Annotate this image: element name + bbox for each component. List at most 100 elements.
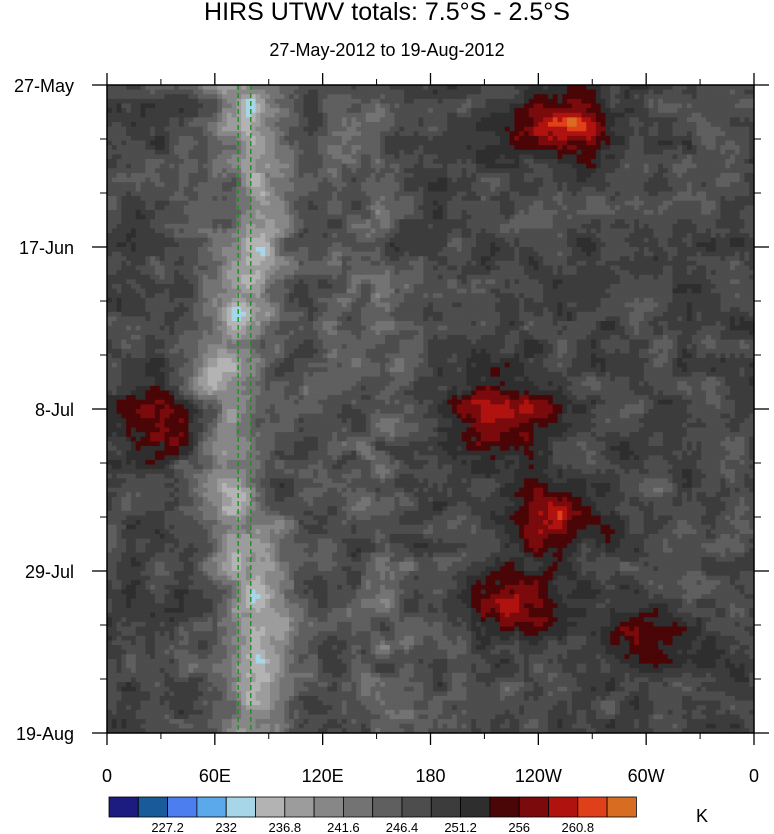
contour-cell <box>571 186 578 193</box>
contour-cell <box>600 200 607 206</box>
contour-cell <box>145 168 151 174</box>
contour-cell <box>686 117 693 123</box>
contour-cell <box>739 154 746 160</box>
contour-cell <box>715 237 722 243</box>
contour-cell <box>188 209 194 216</box>
contour-cell <box>255 247 261 253</box>
contour-cell <box>365 172 372 179</box>
contour-cell <box>150 145 156 151</box>
contour-cell <box>634 154 640 160</box>
contour-cell <box>130 196 137 202</box>
contour-cell <box>682 186 688 193</box>
contour-cell <box>476 251 482 257</box>
contour-cell <box>658 242 664 248</box>
contour-cell <box>418 126 424 132</box>
contour-cell <box>720 145 726 151</box>
contour-cell <box>619 205 626 211</box>
contour-cell <box>677 219 683 225</box>
contour-cell <box>452 196 458 202</box>
contour-cell <box>428 186 434 193</box>
contour-cell <box>217 172 223 179</box>
contour-cell <box>222 228 228 234</box>
contour-cell <box>293 228 300 234</box>
contour-cell <box>303 177 309 183</box>
contour-cell <box>600 251 607 257</box>
contour-cell <box>677 159 683 165</box>
contour-cell <box>495 168 501 174</box>
contour-cell <box>677 140 683 146</box>
contour-cell <box>317 98 324 105</box>
contour-cell <box>667 233 674 239</box>
contour-cell <box>567 228 573 234</box>
contour-cell <box>260 200 266 206</box>
contour-cell <box>504 177 511 183</box>
contour-cell <box>222 242 228 248</box>
contour-cell <box>423 233 429 239</box>
contour-cell <box>322 94 329 100</box>
contour-cell <box>567 135 573 142</box>
contour-cell <box>361 214 367 220</box>
contour-cell <box>327 223 333 230</box>
contour-cell <box>380 186 386 193</box>
contour-cell <box>562 154 568 160</box>
contour-cell <box>428 219 434 225</box>
contour-cell <box>303 108 309 114</box>
contour-cell <box>691 98 698 105</box>
contour-cell <box>222 103 228 109</box>
contour-cell <box>135 85 142 91</box>
contour-cell <box>706 223 712 230</box>
contour-cell <box>322 247 329 253</box>
contour-cell <box>126 209 132 216</box>
contour-cell <box>432 149 439 156</box>
contour-cell <box>710 191 717 197</box>
contour-cell <box>452 108 458 114</box>
contour-cell <box>495 154 501 160</box>
contour-cell <box>581 209 587 216</box>
contour-cell <box>624 89 630 95</box>
contour-cell <box>615 154 621 160</box>
contour-cell <box>600 196 607 202</box>
contour-cell <box>245 196 252 202</box>
contour-cell <box>423 209 429 216</box>
contour-cell <box>384 163 391 169</box>
contour-cell <box>404 191 410 197</box>
contour-cell <box>672 177 678 183</box>
contour-cell <box>289 247 295 253</box>
contour-cell <box>384 108 391 114</box>
contour-cell <box>332 131 338 137</box>
contour-cell <box>322 85 329 91</box>
contour-cell <box>361 219 367 225</box>
contour-cell <box>461 140 468 146</box>
contour-cell <box>720 140 726 146</box>
contour-cell <box>121 219 127 225</box>
contour-cell <box>150 186 156 193</box>
contour-cell <box>375 237 381 243</box>
contour-cell <box>485 168 491 174</box>
contour-cell <box>365 242 372 248</box>
contour-cell <box>624 108 630 114</box>
contour-cell <box>107 89 113 95</box>
contour-cell <box>193 117 199 123</box>
contour-cell <box>107 94 113 100</box>
contour-cell <box>557 219 563 225</box>
contour-cell <box>456 223 463 230</box>
contour-cell <box>605 117 611 123</box>
contour-cell <box>198 223 204 230</box>
contour-cell <box>245 108 252 114</box>
contour-cell <box>567 85 573 91</box>
contour-cell <box>662 209 669 216</box>
contour-cell <box>634 182 640 188</box>
contour-cell <box>418 223 424 230</box>
contour-cell <box>528 108 535 114</box>
contour-cell <box>269 131 276 137</box>
chart-subtitle: 27-May-2012 to 19-Aug-2012 <box>269 40 505 60</box>
contour-cell <box>562 149 568 156</box>
contour-cell <box>337 172 343 179</box>
contour-cell <box>734 177 741 183</box>
contour-cell <box>466 191 472 197</box>
contour-cell <box>691 196 698 202</box>
contour-cell <box>193 126 199 132</box>
contour-cell <box>658 163 664 169</box>
contour-cell <box>749 122 754 128</box>
contour-cell <box>739 98 746 105</box>
